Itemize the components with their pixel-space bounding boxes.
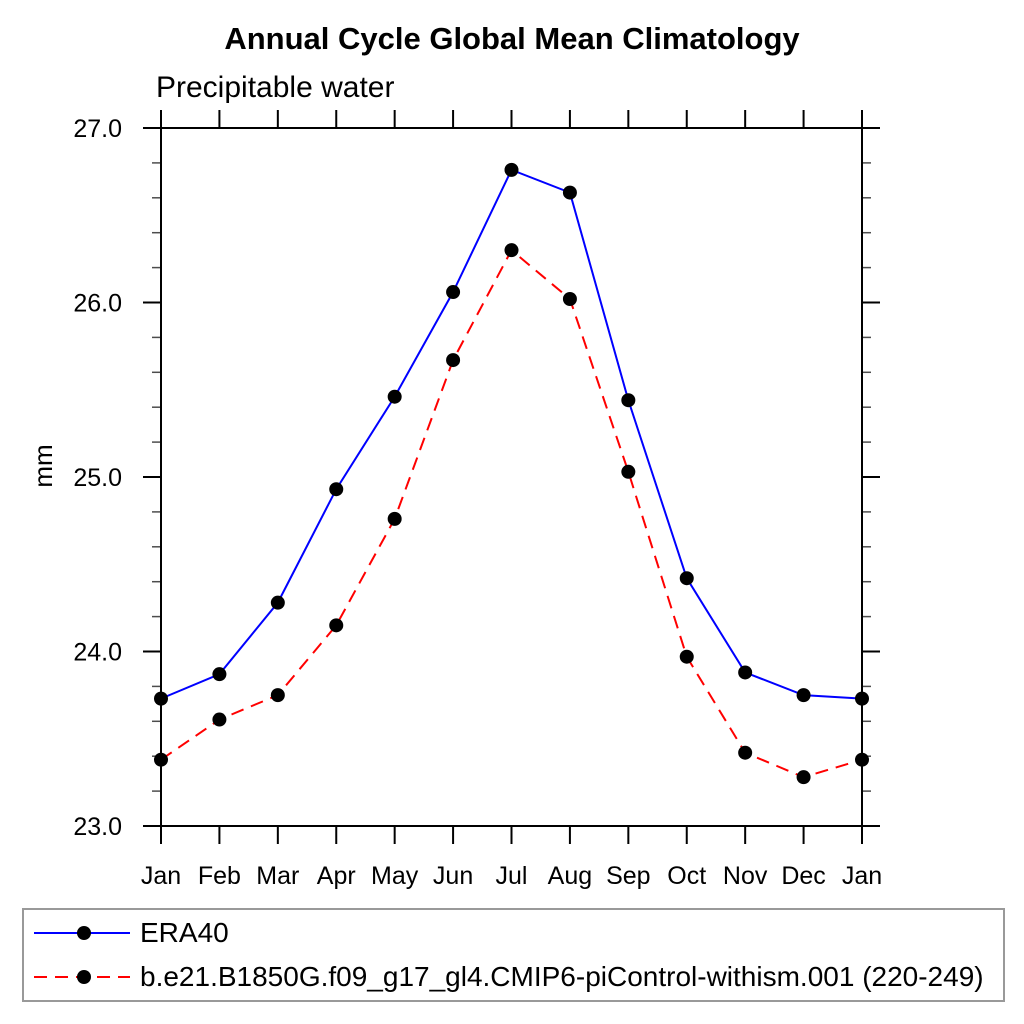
y-axis-label: mm (28, 444, 58, 487)
data-point (504, 162, 519, 177)
data-point (387, 511, 402, 526)
data-point (446, 353, 461, 368)
legend-dot-icon (77, 926, 91, 941)
data-point (154, 691, 168, 706)
data-point (621, 393, 636, 408)
data-point (738, 665, 753, 680)
x-tick-label: Jan (141, 862, 181, 890)
legend-dashed-line-marker-icon (34, 969, 130, 984)
legend-item-era40: ERA40 (24, 913, 1003, 953)
x-tick-label: Jun (433, 862, 473, 890)
data-point (270, 595, 285, 610)
data-point (855, 691, 869, 706)
x-tick-label: Jul (496, 862, 528, 890)
x-tick-label: Aug (548, 862, 592, 890)
data-point (796, 770, 811, 785)
x-tick-label: May (371, 862, 419, 890)
data-point (212, 712, 227, 727)
x-tick-label: Sep (606, 862, 650, 890)
data-point (446, 285, 461, 300)
data-point (562, 292, 577, 307)
y-tick-label: 27.0 (73, 115, 122, 143)
y-tick-label: 25.0 (73, 464, 122, 492)
legend-solid-line-marker-icon (34, 926, 130, 941)
legend-label-model: b.e21.B1850G.f09_g17_gl4.CMIP6-piControl… (140, 960, 984, 992)
data-point (329, 482, 344, 497)
series-line-1 (160, 248, 863, 779)
data-point (387, 389, 402, 404)
x-tick-label: Apr (317, 862, 356, 890)
chart-title: Annual Cycle Global Mean Climatology (224, 21, 800, 56)
data-point (270, 688, 285, 703)
legend-dot-icon (77, 969, 91, 984)
data-point (796, 688, 811, 703)
x-tick-label: Feb (198, 862, 241, 890)
x-tick-label: Jan (842, 862, 882, 890)
x-tick-label: Oct (667, 862, 706, 890)
data-point (562, 185, 577, 200)
x-tick-label: Mar (256, 862, 299, 890)
data-point (738, 745, 753, 760)
data-point (154, 752, 168, 767)
y-tick-label: 26.0 (73, 290, 122, 318)
legend: ERA40 b.e21.B1850G.f09_g17_gl4.CMIP6-piC… (22, 908, 1005, 1002)
chart-subtitle: Precipitable water (156, 71, 395, 104)
data-point (329, 618, 344, 633)
data-point (679, 571, 694, 586)
legend-label-era40: ERA40 (140, 917, 229, 949)
legend-item-model: b.e21.B1850G.f09_g17_gl4.CMIP6-piControl… (24, 957, 1003, 997)
data-point (855, 752, 869, 767)
y-tick-label: 24.0 (73, 639, 122, 667)
plot-frame (160, 127, 863, 827)
x-tick-label: Dec (781, 862, 825, 890)
x-tick-label: Nov (723, 862, 768, 890)
data-point (212, 667, 227, 682)
data-point (679, 649, 694, 664)
data-point (504, 243, 519, 258)
data-point (621, 464, 636, 479)
y-tick-label: 23.0 (73, 813, 122, 841)
